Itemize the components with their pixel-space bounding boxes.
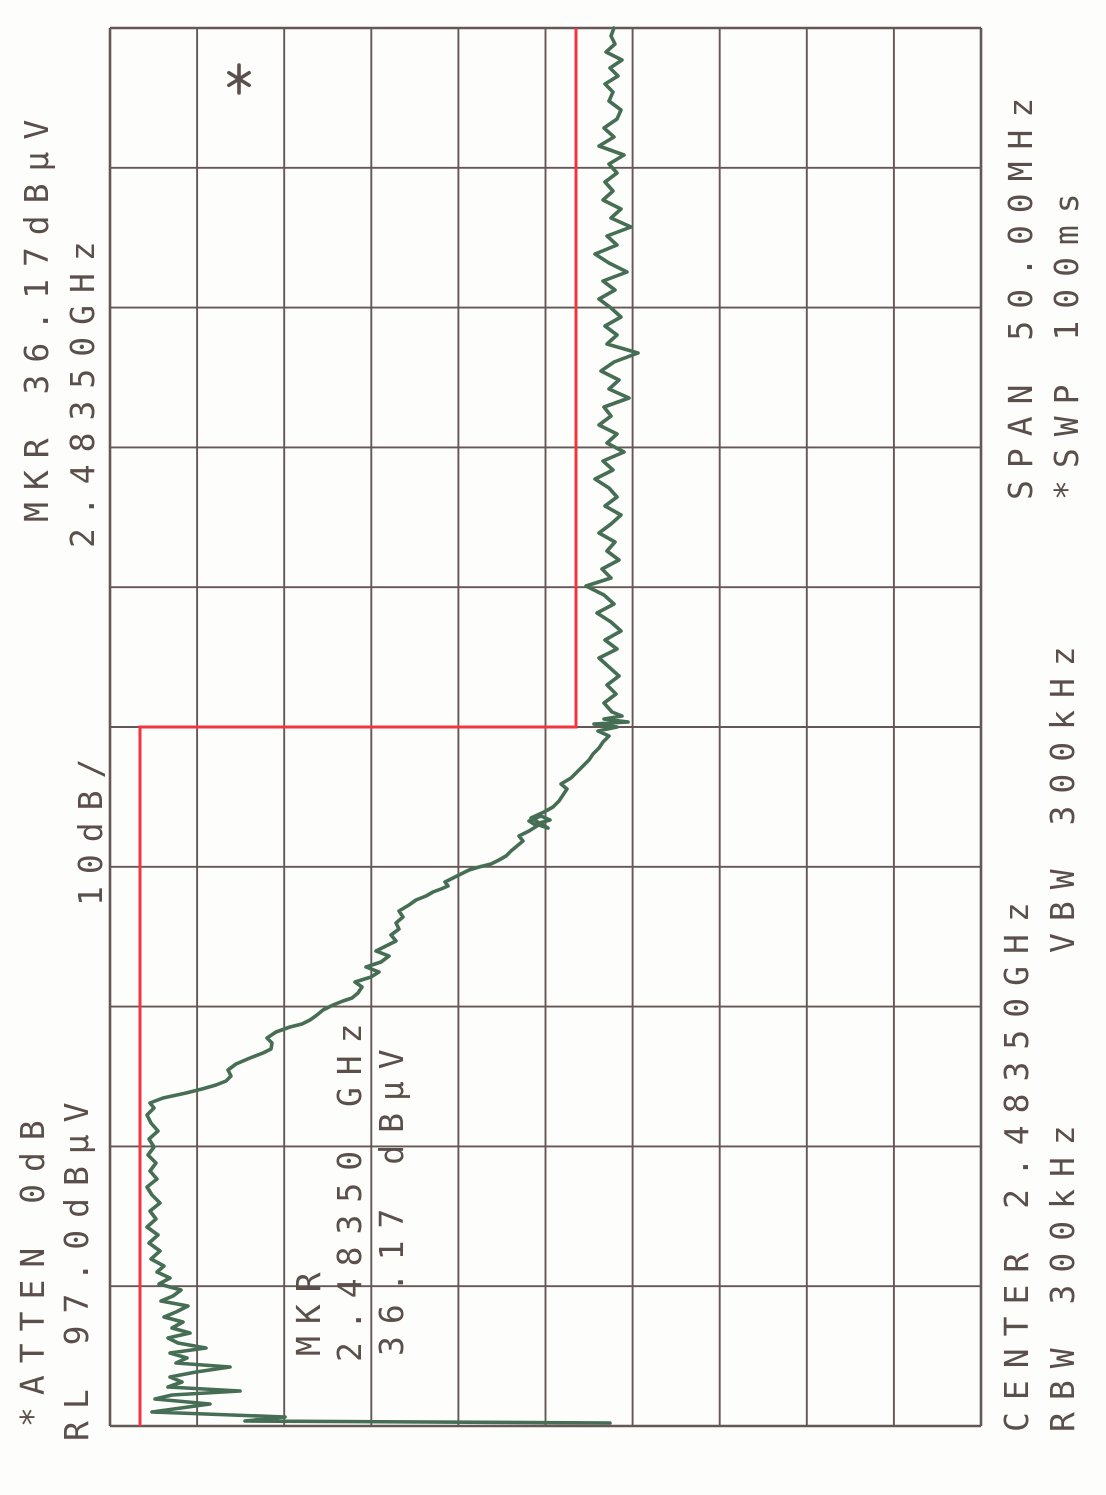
reference-level-label: RL 97.0dBμV [57, 1090, 96, 1441]
marker-readout-amplitude: 36.17 dBμV [372, 1037, 411, 1356]
marker-amplitude-label: MKR 36.17dBμV [17, 107, 56, 522]
marker-frequency-label: 2.48350GHz [63, 229, 102, 548]
asterisk-icon [227, 70, 251, 88]
marker-readout-frequency: 2.48350 GHz [330, 1011, 369, 1362]
scale-per-div-label: 10dB/ [71, 746, 110, 906]
attenuation-label: *ATTEN 0dB [13, 1108, 52, 1427]
span-label: SPAN 50.00MHz [1001, 85, 1040, 500]
rbw-label: RBW 300kHz [1043, 1113, 1082, 1432]
marker-readout-title: MKR [289, 1260, 328, 1356]
center-frequency-label: CENTER 2.48350GHz [997, 890, 1036, 1432]
vbw-label: VBW 300kHz [1043, 634, 1082, 953]
signal-trace [145, 26, 640, 1425]
sweep-time-label: *SWP 100ms [1047, 181, 1086, 500]
limit-line [138, 28, 578, 1426]
